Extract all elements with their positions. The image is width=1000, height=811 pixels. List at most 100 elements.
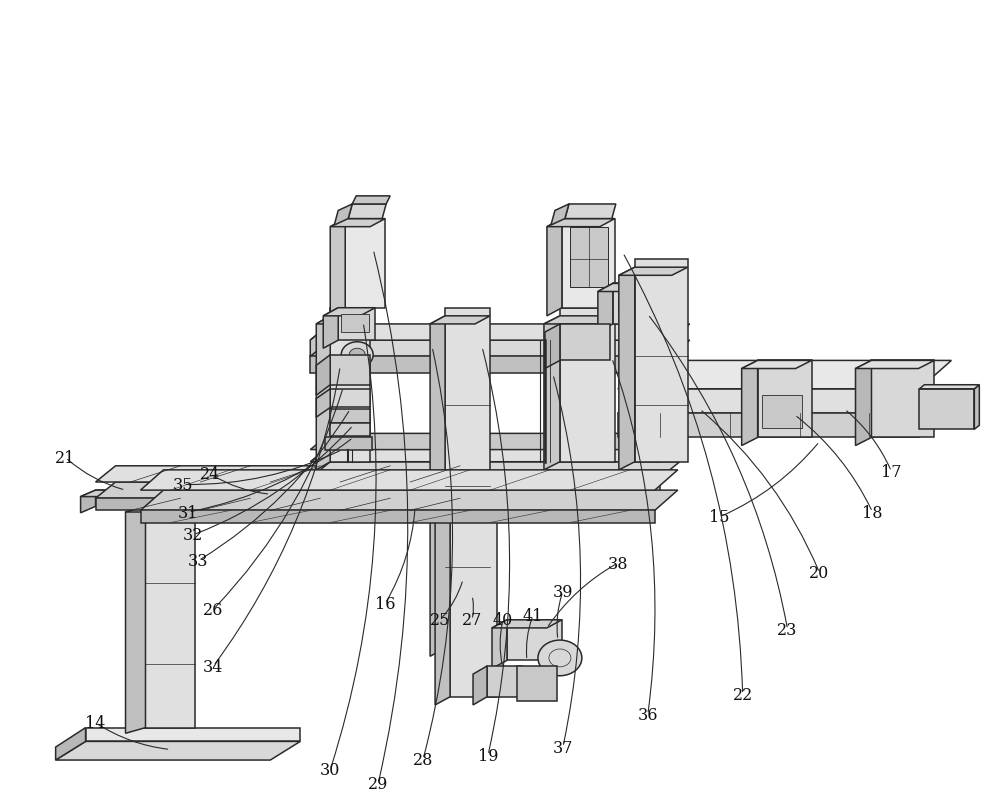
- Polygon shape: [330, 410, 370, 423]
- Polygon shape: [547, 219, 562, 316]
- Polygon shape: [348, 204, 386, 219]
- Text: 39: 39: [553, 583, 573, 600]
- Polygon shape: [742, 361, 812, 369]
- Polygon shape: [126, 507, 145, 733]
- Polygon shape: [492, 620, 507, 668]
- Polygon shape: [316, 316, 370, 324]
- Polygon shape: [310, 446, 680, 462]
- Polygon shape: [618, 414, 919, 438]
- Polygon shape: [974, 385, 979, 430]
- Polygon shape: [547, 219, 615, 227]
- Polygon shape: [96, 483, 530, 499]
- Polygon shape: [544, 316, 560, 470]
- Polygon shape: [81, 491, 235, 497]
- Polygon shape: [492, 620, 562, 629]
- Polygon shape: [310, 357, 670, 373]
- Polygon shape: [240, 499, 340, 511]
- Polygon shape: [871, 361, 934, 438]
- Text: 23: 23: [777, 621, 798, 638]
- Polygon shape: [613, 284, 658, 324]
- Polygon shape: [352, 196, 390, 204]
- Polygon shape: [544, 316, 615, 324]
- Polygon shape: [473, 666, 487, 705]
- Polygon shape: [310, 324, 370, 341]
- Polygon shape: [619, 268, 635, 470]
- Circle shape: [349, 349, 365, 362]
- Text: 34: 34: [203, 658, 224, 675]
- Polygon shape: [598, 284, 658, 292]
- Text: 25: 25: [430, 611, 450, 629]
- Polygon shape: [430, 316, 490, 324]
- Polygon shape: [141, 470, 678, 491]
- Text: 37: 37: [553, 739, 573, 756]
- Polygon shape: [145, 503, 195, 727]
- Polygon shape: [323, 308, 375, 316]
- Polygon shape: [316, 389, 330, 418]
- Text: 18: 18: [862, 504, 883, 521]
- Polygon shape: [742, 361, 758, 446]
- Polygon shape: [618, 361, 951, 389]
- Polygon shape: [919, 385, 979, 389]
- Polygon shape: [856, 361, 871, 446]
- Polygon shape: [310, 434, 680, 450]
- Polygon shape: [310, 462, 680, 478]
- Polygon shape: [310, 341, 690, 357]
- Polygon shape: [316, 316, 330, 470]
- Polygon shape: [330, 219, 345, 316]
- Text: 32: 32: [183, 526, 204, 543]
- Text: 31: 31: [178, 504, 199, 521]
- Polygon shape: [619, 268, 688, 276]
- Text: 22: 22: [733, 686, 753, 703]
- Polygon shape: [919, 389, 974, 430]
- Polygon shape: [141, 491, 678, 511]
- Polygon shape: [141, 511, 655, 523]
- Text: 36: 36: [638, 706, 658, 723]
- Polygon shape: [330, 219, 385, 227]
- Polygon shape: [560, 308, 615, 462]
- Polygon shape: [310, 324, 690, 341]
- Polygon shape: [334, 204, 352, 225]
- Polygon shape: [96, 466, 530, 483]
- Bar: [762, 396, 802, 428]
- Polygon shape: [96, 499, 510, 511]
- Polygon shape: [551, 204, 569, 225]
- Polygon shape: [618, 389, 951, 414]
- Text: 30: 30: [320, 762, 340, 779]
- Bar: [341, 315, 369, 333]
- Text: 16: 16: [375, 595, 395, 612]
- Text: 41: 41: [523, 607, 543, 624]
- Polygon shape: [545, 324, 560, 369]
- Polygon shape: [338, 308, 375, 341]
- Polygon shape: [565, 204, 616, 219]
- Text: 40: 40: [493, 611, 513, 629]
- Polygon shape: [330, 389, 370, 408]
- Polygon shape: [310, 324, 330, 357]
- Polygon shape: [598, 284, 613, 333]
- Text: 26: 26: [203, 601, 224, 618]
- Polygon shape: [240, 483, 360, 499]
- Text: 21: 21: [55, 449, 76, 466]
- Polygon shape: [126, 507, 195, 513]
- Text: 35: 35: [173, 476, 194, 493]
- Polygon shape: [450, 478, 497, 697]
- Polygon shape: [316, 355, 330, 396]
- Text: 17: 17: [881, 463, 902, 480]
- Text: 38: 38: [608, 555, 628, 572]
- Text: 15: 15: [709, 508, 730, 526]
- Polygon shape: [856, 361, 934, 369]
- Polygon shape: [435, 487, 450, 705]
- Polygon shape: [325, 438, 372, 450]
- Polygon shape: [56, 727, 86, 760]
- Text: 28: 28: [413, 751, 433, 768]
- Text: 27: 27: [462, 611, 482, 629]
- Circle shape: [341, 342, 373, 368]
- Polygon shape: [570, 227, 608, 288]
- Polygon shape: [560, 324, 610, 361]
- Polygon shape: [445, 308, 490, 648]
- Polygon shape: [517, 666, 557, 701]
- Polygon shape: [330, 308, 370, 462]
- Polygon shape: [487, 666, 522, 697]
- Polygon shape: [435, 487, 497, 495]
- Text: 24: 24: [200, 466, 221, 483]
- Polygon shape: [507, 620, 562, 660]
